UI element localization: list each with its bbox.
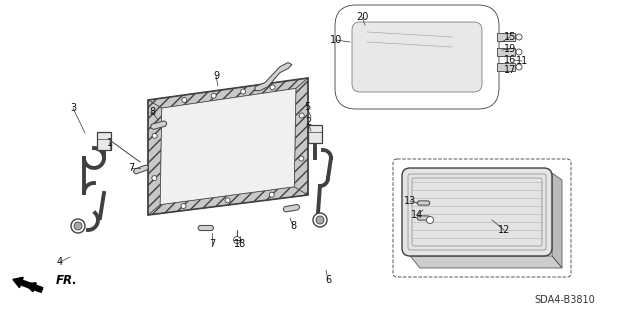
Circle shape <box>270 85 275 90</box>
Circle shape <box>241 89 246 94</box>
Bar <box>497 48 515 56</box>
Text: 5: 5 <box>304 102 310 112</box>
Text: 18: 18 <box>234 239 246 249</box>
Bar <box>97 132 111 150</box>
Circle shape <box>225 198 230 203</box>
Polygon shape <box>255 63 292 91</box>
Text: 17: 17 <box>504 65 516 75</box>
Text: 1: 1 <box>107 138 113 148</box>
FancyArrow shape <box>13 277 43 292</box>
Text: 15: 15 <box>504 32 516 42</box>
Polygon shape <box>552 173 562 268</box>
Text: 7: 7 <box>209 239 215 249</box>
Text: FR.: FR. <box>56 273 77 286</box>
Polygon shape <box>417 216 430 220</box>
Text: 2: 2 <box>305 117 311 127</box>
Circle shape <box>300 113 304 118</box>
Circle shape <box>211 93 216 98</box>
Text: SDA4-B3810: SDA4-B3810 <box>534 295 595 305</box>
Circle shape <box>71 219 85 233</box>
Text: 12: 12 <box>498 225 510 235</box>
FancyBboxPatch shape <box>352 22 482 92</box>
FancyBboxPatch shape <box>339 9 495 105</box>
Text: 10: 10 <box>330 35 342 45</box>
Bar <box>308 125 322 143</box>
Text: 13: 13 <box>404 196 416 206</box>
Bar <box>497 63 515 71</box>
Polygon shape <box>284 204 300 212</box>
FancyBboxPatch shape <box>335 5 499 109</box>
Text: 7: 7 <box>128 163 134 173</box>
Text: 14: 14 <box>411 210 423 220</box>
Circle shape <box>516 34 522 40</box>
Circle shape <box>152 175 157 181</box>
Text: 4: 4 <box>57 257 63 267</box>
Text: 9: 9 <box>213 71 219 81</box>
Circle shape <box>313 213 327 227</box>
Text: 6: 6 <box>325 275 331 285</box>
Circle shape <box>516 64 522 70</box>
Polygon shape <box>148 187 308 215</box>
Circle shape <box>426 217 433 224</box>
Text: 20: 20 <box>356 12 368 22</box>
Circle shape <box>74 222 82 230</box>
Polygon shape <box>294 78 308 195</box>
Polygon shape <box>417 201 430 205</box>
Text: 16: 16 <box>504 55 516 65</box>
Polygon shape <box>134 165 148 174</box>
Text: 8: 8 <box>290 221 296 231</box>
Circle shape <box>516 49 522 55</box>
Circle shape <box>182 97 187 102</box>
Polygon shape <box>150 121 166 130</box>
Circle shape <box>316 216 324 224</box>
Text: 8: 8 <box>149 107 155 117</box>
Polygon shape <box>410 256 562 268</box>
Polygon shape <box>148 78 308 108</box>
Text: 3: 3 <box>70 103 76 113</box>
Polygon shape <box>160 88 296 204</box>
Polygon shape <box>148 100 162 215</box>
Circle shape <box>181 204 186 209</box>
Polygon shape <box>198 226 213 231</box>
Circle shape <box>269 192 274 197</box>
Text: 19: 19 <box>504 44 516 54</box>
Text: 11: 11 <box>516 56 528 66</box>
Circle shape <box>299 156 304 161</box>
FancyBboxPatch shape <box>402 168 552 256</box>
Circle shape <box>234 236 241 243</box>
Circle shape <box>152 133 157 138</box>
Bar <box>497 33 515 41</box>
